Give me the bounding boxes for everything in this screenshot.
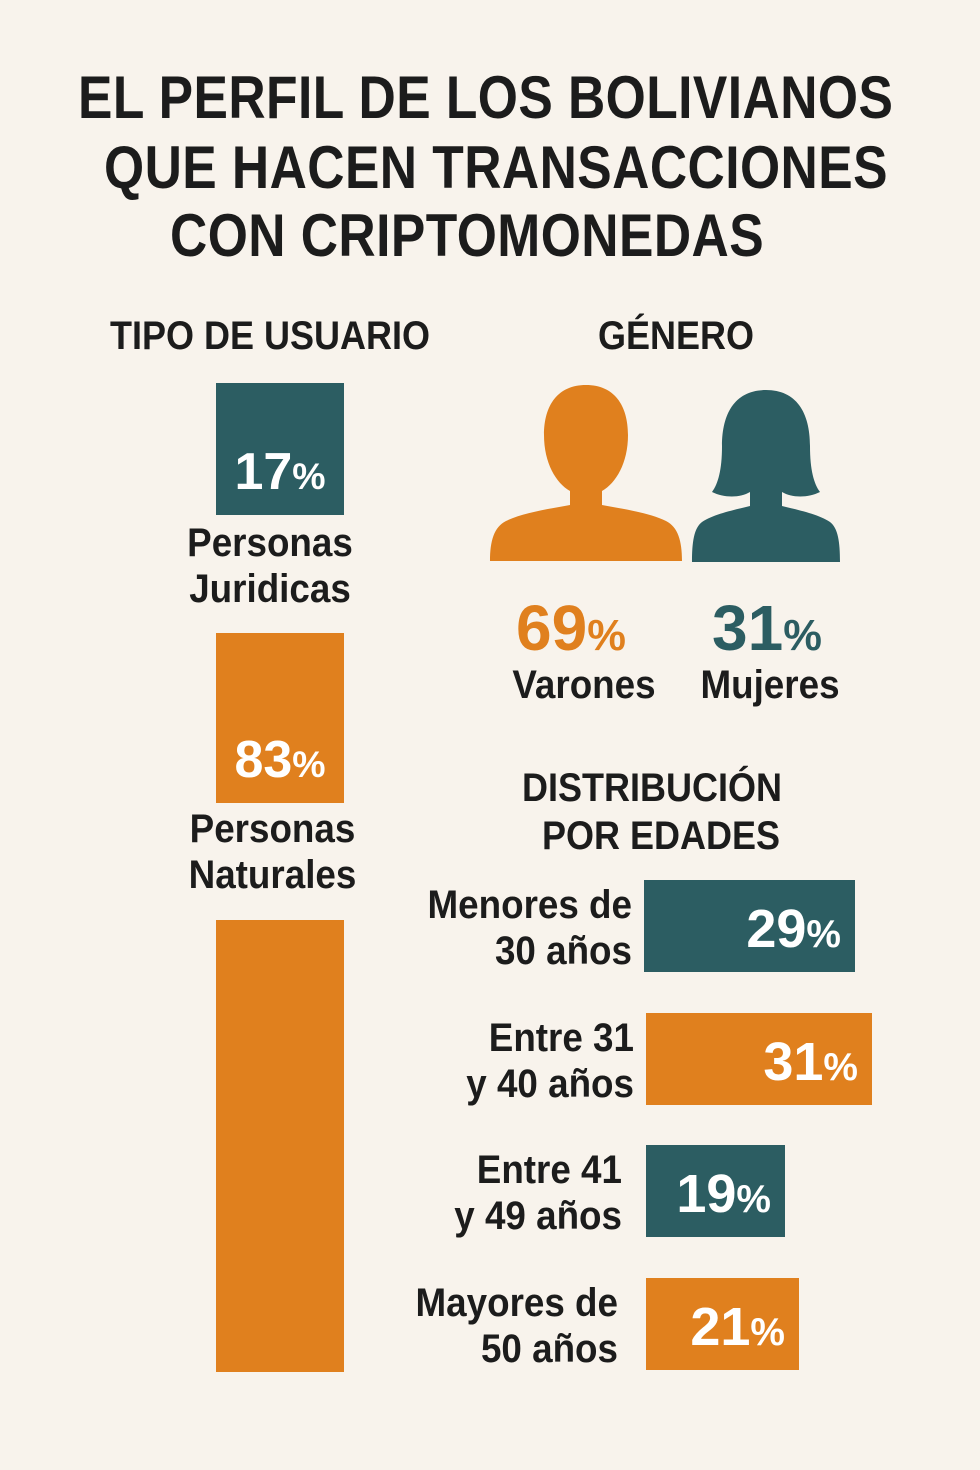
age-value-1: 29% xyxy=(746,899,841,959)
age-label-4-line-2: 50 años xyxy=(480,1327,618,1371)
woman-silhouette-icon xyxy=(692,390,840,562)
age-label-3-line-2: y 49 años xyxy=(454,1194,622,1238)
age-label-1-line-2: 30 años xyxy=(494,929,632,973)
naturales-bar-top xyxy=(216,633,344,803)
naturales-label: Personas Naturales xyxy=(160,806,385,898)
age-label-3-line-1: Entre 41 xyxy=(476,1148,622,1192)
man-silhouette-icon xyxy=(490,385,682,561)
naturales-value: 83% xyxy=(234,731,326,789)
age-value-3: 19% xyxy=(676,1164,771,1224)
woman-silhouette-shape xyxy=(692,390,840,562)
age-heading-line-1: DISTRIBUCIÓN xyxy=(522,766,783,810)
gender-heading: GÉNERO xyxy=(598,314,755,358)
juridicas-bar xyxy=(216,383,344,515)
age-value-2: 31% xyxy=(763,1032,858,1092)
age-bar-2 xyxy=(646,1013,872,1105)
juridicas-label: Personas Juridicas xyxy=(160,520,381,612)
title-line-2: QUE HACEN TRANSACCIONES xyxy=(104,134,888,201)
naturales-label-line-1: Personas xyxy=(189,807,356,851)
age-label-1: Menores de 30 años xyxy=(393,882,632,974)
age-label-4-line-1: Mayores de xyxy=(415,1281,618,1325)
title-line-1: EL PERFIL DE LOS BOLIVIANOS xyxy=(78,64,894,131)
juridicas-label-line-1: Personas xyxy=(187,521,353,565)
age-label-3: Entre 41 y 49 años xyxy=(383,1147,622,1239)
age-label-2-line-2: y 40 años xyxy=(466,1062,634,1106)
age-bar-4 xyxy=(646,1278,799,1370)
user-type-heading: TIPO DE USUARIO xyxy=(110,314,431,358)
age-label-2-line-1: Entre 31 xyxy=(488,1016,634,1060)
varones-label: Varones xyxy=(512,663,656,707)
juridicas-label-line-2: Juridicas xyxy=(189,567,351,611)
naturales-bar-bottom xyxy=(216,920,344,1372)
age-label-4: Mayores de 50 años xyxy=(379,1280,618,1372)
age-bar-1 xyxy=(644,880,855,972)
mujeres-value: 31% xyxy=(712,592,822,664)
juridicas-value: 17% xyxy=(234,443,326,501)
age-label-1-line-1: Menores de xyxy=(427,883,632,927)
age-bar-3 xyxy=(646,1145,785,1237)
naturales-label-line-2: Naturales xyxy=(188,853,357,897)
age-label-2: Entre 31 y 40 años xyxy=(395,1015,634,1107)
title-line-3: CON CRIPTOMONEDAS xyxy=(170,202,765,269)
man-silhouette-shape xyxy=(490,385,682,561)
age-heading-line-2: POR EDADES xyxy=(542,814,781,858)
age-value-4: 21% xyxy=(690,1297,785,1357)
mujeres-label: Mujeres xyxy=(700,663,840,707)
varones-value: 69% xyxy=(516,592,626,664)
